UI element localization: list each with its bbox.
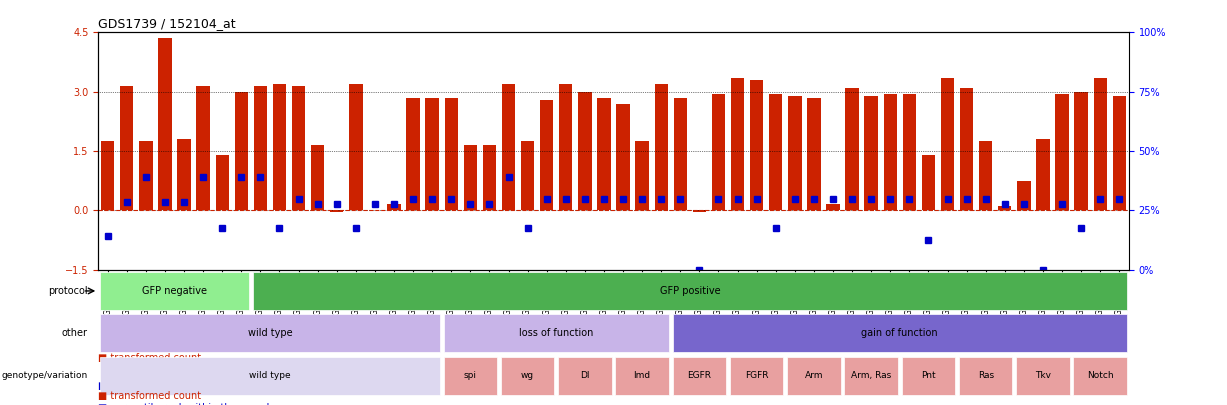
Text: Arm, Ras: Arm, Ras	[852, 371, 891, 380]
Bar	[941, 78, 955, 211]
FancyBboxPatch shape	[101, 272, 249, 310]
FancyBboxPatch shape	[960, 357, 1012, 395]
Bar	[1055, 94, 1069, 211]
Bar	[540, 100, 553, 211]
Bar	[636, 141, 649, 211]
Bar	[1113, 96, 1126, 211]
Bar	[1075, 92, 1088, 211]
Bar	[350, 84, 362, 211]
Text: GDS1739 / 152104_at: GDS1739 / 152104_at	[98, 17, 236, 30]
Bar	[960, 88, 973, 211]
Bar	[826, 205, 839, 211]
Bar	[388, 205, 401, 211]
Bar	[234, 92, 248, 211]
FancyBboxPatch shape	[253, 272, 1126, 310]
FancyBboxPatch shape	[101, 314, 439, 352]
Bar	[1037, 139, 1049, 211]
Bar	[731, 78, 745, 211]
Bar	[158, 38, 172, 211]
FancyBboxPatch shape	[101, 357, 439, 395]
Bar	[598, 98, 611, 211]
FancyBboxPatch shape	[444, 357, 497, 395]
Text: Tkv: Tkv	[1034, 371, 1052, 380]
Bar	[788, 96, 801, 211]
Bar	[482, 145, 496, 211]
Bar	[979, 141, 993, 211]
Text: Notch: Notch	[1087, 371, 1114, 380]
Bar	[769, 94, 783, 211]
Bar	[406, 98, 420, 211]
Text: GFP negative: GFP negative	[142, 286, 207, 296]
Bar	[998, 207, 1011, 211]
Bar	[254, 86, 267, 211]
Bar	[292, 86, 306, 211]
Bar	[1017, 181, 1031, 211]
Text: wg: wg	[521, 371, 534, 380]
Bar	[865, 96, 877, 211]
FancyBboxPatch shape	[501, 357, 555, 395]
Bar	[560, 84, 573, 211]
Text: wild type: wild type	[248, 328, 292, 338]
FancyBboxPatch shape	[616, 357, 669, 395]
Bar	[903, 94, 917, 211]
Bar	[502, 84, 515, 211]
Bar	[712, 94, 725, 211]
Bar	[654, 84, 667, 211]
Bar	[1093, 78, 1107, 211]
Bar	[178, 139, 190, 211]
FancyBboxPatch shape	[844, 357, 898, 395]
Bar	[521, 141, 534, 211]
Bar	[750, 80, 763, 211]
Bar	[330, 211, 344, 212]
FancyBboxPatch shape	[672, 357, 726, 395]
Text: spi: spi	[464, 371, 477, 380]
Bar	[464, 145, 477, 211]
Bar	[693, 211, 706, 212]
FancyBboxPatch shape	[730, 357, 783, 395]
Text: GFP positive: GFP positive	[660, 286, 720, 296]
Bar	[616, 104, 629, 211]
FancyBboxPatch shape	[1016, 357, 1070, 395]
Text: EGFR: EGFR	[687, 371, 712, 380]
Bar	[196, 86, 210, 211]
Text: loss of function: loss of function	[519, 328, 594, 338]
Bar	[578, 92, 591, 211]
Text: protocol: protocol	[48, 286, 88, 296]
Text: wild type: wild type	[249, 371, 291, 380]
FancyBboxPatch shape	[558, 357, 611, 395]
Bar	[426, 98, 439, 211]
Bar	[216, 155, 229, 211]
Bar	[139, 141, 152, 211]
FancyBboxPatch shape	[788, 357, 840, 395]
Text: Pnt: Pnt	[921, 371, 936, 380]
Bar	[120, 86, 134, 211]
Bar	[272, 84, 286, 211]
Bar	[807, 98, 821, 211]
Text: Arm: Arm	[805, 371, 823, 380]
Bar	[921, 155, 935, 211]
Bar	[883, 94, 897, 211]
FancyBboxPatch shape	[1074, 357, 1126, 395]
Bar	[845, 88, 859, 211]
Text: ■ transformed count: ■ transformed count	[98, 391, 201, 401]
Bar	[101, 141, 114, 211]
Text: ■ transformed count: ■ transformed count	[98, 353, 201, 363]
FancyBboxPatch shape	[902, 357, 955, 395]
Bar	[674, 98, 687, 211]
Bar	[444, 98, 458, 211]
Text: ■ percentile rank within the sample: ■ percentile rank within the sample	[98, 403, 276, 405]
Text: FGFR: FGFR	[745, 371, 768, 380]
Text: Dl: Dl	[580, 371, 590, 380]
Text: other: other	[61, 328, 88, 338]
Text: ■ percentile rank within the sample: ■ percentile rank within the sample	[98, 381, 276, 391]
Text: Ras: Ras	[978, 371, 994, 380]
FancyBboxPatch shape	[444, 314, 669, 352]
Text: gain of function: gain of function	[861, 328, 939, 338]
FancyBboxPatch shape	[672, 314, 1126, 352]
Text: Imd: Imd	[633, 371, 650, 380]
Text: genotype/variation: genotype/variation	[1, 371, 88, 380]
Bar	[310, 145, 324, 211]
